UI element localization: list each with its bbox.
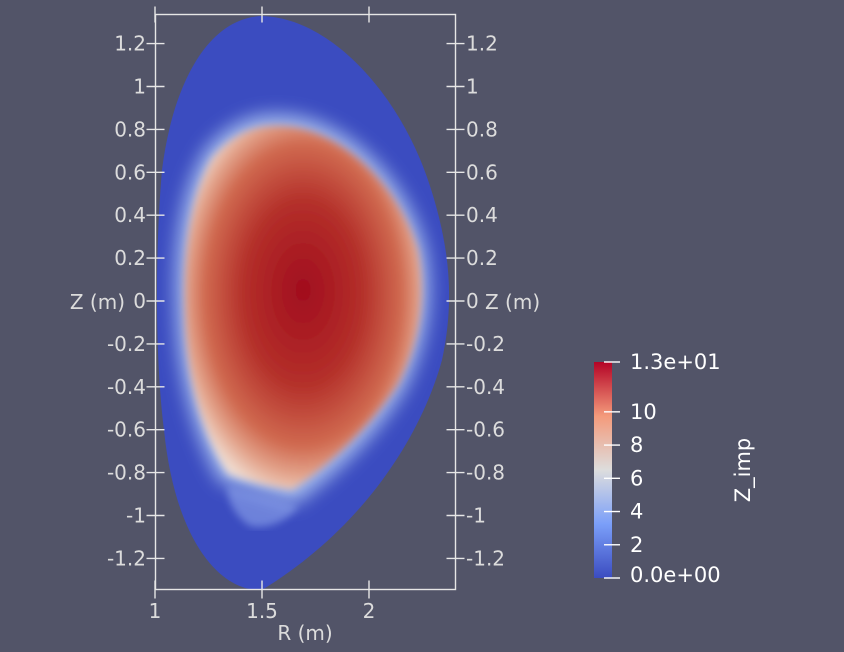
y-tick-label-right: -0.4 xyxy=(466,375,505,399)
colorbar-tick-label: 2 xyxy=(630,533,643,557)
colorbar: 2 4 6 8 10 1.3e+01 0.0e+00 Z_imp xyxy=(594,350,756,587)
colorbar-tick-label: 6 xyxy=(630,466,643,490)
y-tick-label-left: 0.4 xyxy=(114,203,146,227)
y-tick-label-left: 1 xyxy=(133,75,146,99)
y-tick-label-left: -1 xyxy=(126,504,146,528)
y-tick-label-right: -0.8 xyxy=(466,461,505,485)
y-tick-label-left: 1.2 xyxy=(114,32,146,56)
y-tick-label-left: -0.8 xyxy=(107,461,146,485)
core-region xyxy=(184,125,422,490)
colorbar-tick-label: 8 xyxy=(630,433,643,457)
y-tick-labels-right: 1.2 1 0.8 0.6 0.4 0.2 0 -0.2 -0.4 -0.6 -0.8 -1 -1.2 xyxy=(466,32,505,571)
y-tick-label-right: 1 xyxy=(466,75,479,99)
colorbar-min-label: 0.0e+00 xyxy=(630,563,721,587)
x-tick-labels: 1 1.5 2 xyxy=(149,599,376,623)
y-tick-label-right: 0.2 xyxy=(466,246,498,270)
colorbar-max-label: 1.3e+01 xyxy=(630,350,721,374)
y-tick-label-right: 1.2 xyxy=(466,32,498,56)
y-tick-label-left: 0.6 xyxy=(114,160,146,184)
y-tick-label-left: -0.2 xyxy=(107,332,146,356)
axes-frame: 1 1.5 2 1.210.80.60.40.20-0.2-0.4-0.6-0.8-… xyxy=(70,6,540,645)
y-tick-label-right: -1 xyxy=(466,504,486,528)
y-tick-label-left: 0.8 xyxy=(114,117,146,141)
x-axis-title: R (m) xyxy=(277,621,332,645)
x-tick-label: 1 xyxy=(149,599,162,623)
y-axis-title-left: Z (m) xyxy=(70,290,125,314)
colorbar-ramp xyxy=(594,362,612,578)
y-tick-label-left: -0.4 xyxy=(107,375,146,399)
y-tick-label-right: -1.2 xyxy=(466,546,505,570)
heatmap-field xyxy=(156,16,450,591)
x-tick-marks xyxy=(154,6,370,599)
axes-box xyxy=(154,13,457,591)
colorbar-tick-label: 4 xyxy=(630,500,643,524)
colorbar-ticks: 2 4 6 8 10 xyxy=(604,361,657,579)
y-tick-label-right: 0.4 xyxy=(466,203,498,227)
y-tick-label-right: -0.6 xyxy=(466,418,505,442)
y-axis-title-right: Z (m) xyxy=(485,290,540,314)
colorbar-tick-label: 10 xyxy=(630,400,657,424)
y-tick-label-left: 0 xyxy=(133,289,146,313)
y-tick-label-left: -0.6 xyxy=(107,418,146,442)
colorbar-title: Z_imp xyxy=(731,438,756,503)
y-tick-marks xyxy=(146,42,465,560)
y-tick-label-right: 0 xyxy=(466,289,479,313)
x-tick-label: 2 xyxy=(363,599,376,623)
y-tick-label-right: 0.8 xyxy=(466,117,498,141)
y-tick-label-right: -0.2 xyxy=(466,332,505,356)
divertor-streak xyxy=(227,486,298,527)
y-tick-labels-left: 1.2 1 0.8 0.6 0.4 0.2 0 -0.2 -0.4 -0.6 -0.8 -1 -1.2 xyxy=(107,32,146,571)
y-tick-label-left: -1.2 xyxy=(107,546,146,570)
y-tick-label-left: 0.2 xyxy=(114,246,146,270)
x-tick-label: 1.5 xyxy=(246,599,278,623)
y-tick-label-right: 0.6 xyxy=(466,160,498,184)
